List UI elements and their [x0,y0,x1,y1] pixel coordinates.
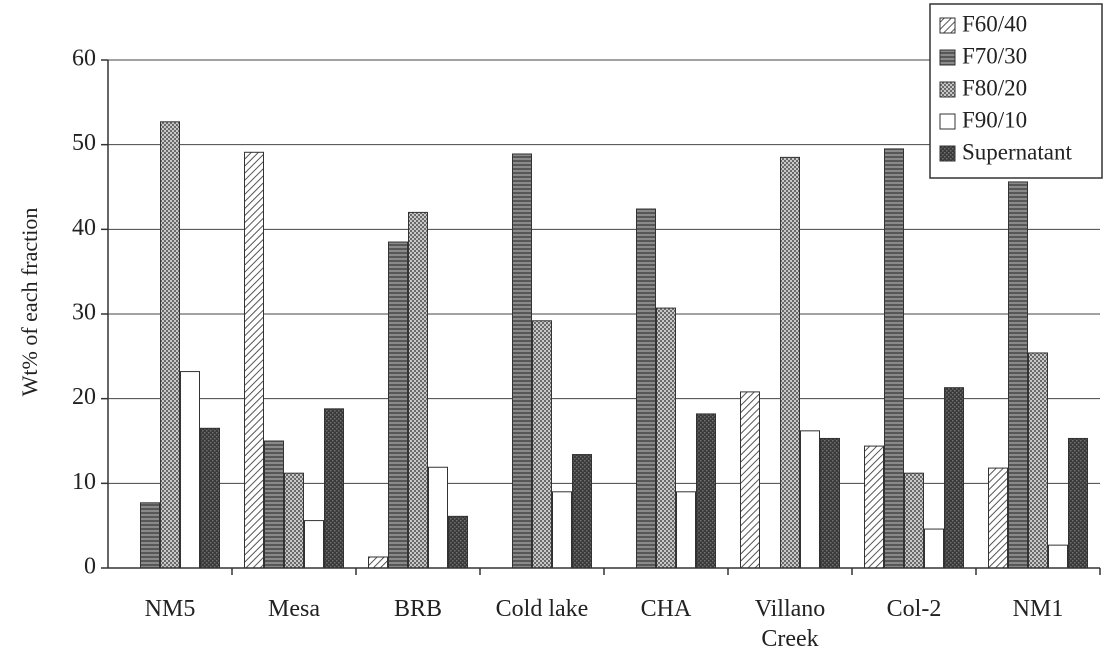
legend-label: F70/30 [962,43,1027,68]
y-tick-label: 0 [84,554,96,580]
bar-f90-10-6 [924,528,944,569]
bar-f70-30-7 [1008,181,1028,569]
bar-supernatant-7 [1068,437,1088,569]
bar-supernatant-0 [200,427,220,569]
x-category-label: Cold lake [496,596,589,622]
bar-f70-30-1 [264,440,284,569]
bar-f80-20-7 [1028,352,1048,569]
x-category-label: Creek [761,626,818,652]
bar-f80-20-2 [408,211,428,569]
legend-swatch-supernatant [939,145,956,162]
bar-f70-30-2 [388,241,408,569]
legend-label: F90/10 [962,107,1027,132]
bar-f90-10-5 [800,430,820,569]
y-tick-labels: 0 10 20 30 40 50 60 [72,46,96,580]
legend: F60/40 F70/30 F80/20 F90/10 Supernatant [929,3,1103,179]
x-category-label: BRB [394,596,442,622]
x-category-label: CHA [641,596,692,622]
bar-f80-20-5 [780,156,800,569]
bar-f90-10-4 [676,491,696,569]
bar-f90-10-7 [1048,544,1068,569]
x-category-label: NM5 [145,596,196,622]
x-category-label: Mesa [268,596,320,622]
bar-f90-10-1 [304,520,324,569]
bar-f70-30-3 [512,153,532,569]
bar-f80-20-1 [284,472,304,569]
legend-swatch-f60-40 [939,17,956,34]
bar-f80-20-4 [656,307,676,569]
bar-f70-30-0 [140,502,160,569]
bar-supernatant-3 [572,454,592,569]
x-category-label: NM1 [1013,596,1064,622]
legend-label: F60/40 [962,11,1027,36]
y-axis-label: Wt% of each fraction [17,208,42,397]
y-tick-label: 20 [72,384,96,410]
bar-f60-40-1 [244,151,264,569]
legend-box [929,3,1103,179]
bar-supernatant-2 [448,515,468,569]
x-category-label: Villano [755,596,826,622]
bar-f70-30-4 [636,208,656,569]
bar-f80-20-0 [160,121,180,569]
y-tick-label: 40 [72,215,96,241]
bar-f60-40-6 [864,445,884,569]
x-category-labels: NM5 Mesa BRB Cold lake CHA Villano Creek Col-2 N… [145,596,1064,652]
legend-label: Supernatant [962,139,1072,164]
y-tick-label: 10 [72,469,96,495]
bar-f60-40-7 [988,467,1008,569]
bar-supernatant-4 [696,413,716,569]
legend-swatch-f90-10 [939,113,956,130]
y-tick-label: 60 [72,46,96,72]
legend-label: F80/20 [962,75,1027,100]
bar-supernatant-5 [820,437,840,569]
gridlines [108,59,1100,484]
axes [101,59,1101,575]
bar-f90-10-0 [180,371,200,569]
legend-swatch-f80-20 [939,81,956,98]
bar-f90-10-2 [428,466,448,569]
bar-f80-20-3 [532,320,552,569]
bar-supernatant-6 [944,387,964,569]
bar-f70-30-6 [884,148,904,569]
bar-supernatant-1 [324,408,344,569]
bar-f60-40-2 [368,556,388,569]
y-tick-label: 50 [72,130,96,156]
x-category-label: Col-2 [887,596,942,622]
bars-group [140,121,1088,569]
bar-f80-20-6 [904,472,924,569]
legend-swatch-f70-30 [939,49,956,66]
y-tick-label: 30 [72,300,96,326]
bar-f60-40-5 [740,391,760,569]
bar-f90-10-3 [552,491,572,569]
